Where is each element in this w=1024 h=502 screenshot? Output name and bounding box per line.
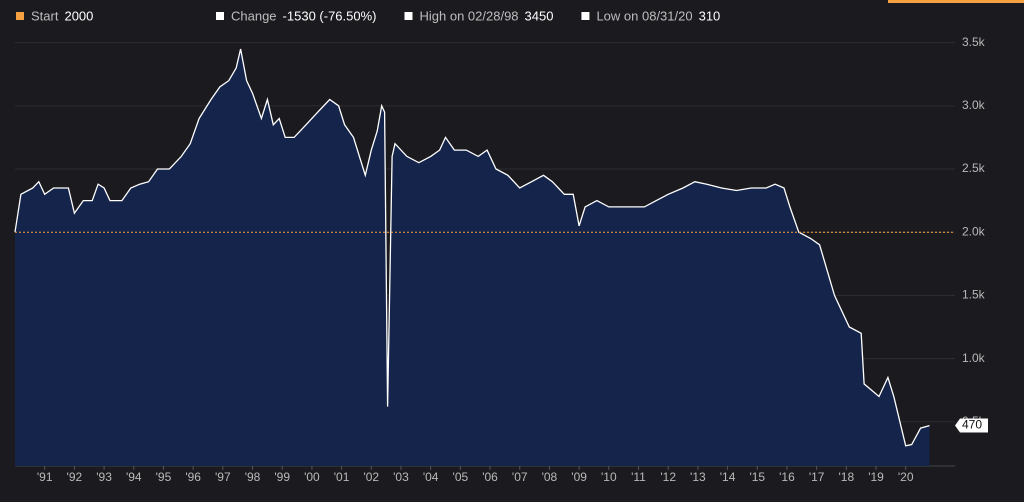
y-tick-label: 1.5k bbox=[962, 288, 986, 302]
x-tick-label: '11 bbox=[631, 470, 646, 484]
y-tick-label: 2.0k bbox=[962, 224, 986, 238]
y-tick-label: 3.0k bbox=[962, 98, 986, 112]
x-tick-label: '15 bbox=[749, 470, 765, 484]
tab-indicator bbox=[888, 0, 1024, 3]
x-tick-label: '09 bbox=[571, 470, 587, 484]
x-tick-label: '07 bbox=[512, 470, 528, 484]
legend-swatch bbox=[404, 12, 413, 20]
x-tick-label: '91 bbox=[37, 470, 53, 484]
x-tick-label: '93 bbox=[96, 470, 112, 484]
legend-swatch bbox=[216, 12, 224, 20]
x-tick-label: '97 bbox=[215, 470, 231, 484]
x-tick-label: '04 bbox=[423, 470, 439, 484]
legend-value: 310 bbox=[699, 8, 721, 23]
x-tick-label: '17 bbox=[809, 470, 825, 484]
area bbox=[15, 49, 930, 466]
legend-label: Start bbox=[31, 8, 59, 23]
x-tick-label: '20 bbox=[898, 470, 914, 484]
x-tick-label: '02 bbox=[363, 470, 379, 484]
x-tick-label: '00 bbox=[304, 470, 320, 484]
legend-value: -1530 (-76.50%) bbox=[283, 8, 377, 23]
y-tick-label: 2.5k bbox=[962, 161, 986, 175]
x-tick-label: '12 bbox=[660, 470, 676, 484]
last-value-label: 470 bbox=[962, 418, 982, 432]
legend-label: Change bbox=[231, 8, 277, 23]
y-tick-label: 1.0k bbox=[962, 351, 986, 365]
legend-label: Low on 08/31/20 bbox=[596, 8, 692, 23]
x-tick-label: '99 bbox=[274, 470, 290, 484]
x-tick-label: '92 bbox=[67, 470, 83, 484]
x-tick-label: '05 bbox=[453, 470, 469, 484]
x-tick-label: '10 bbox=[601, 470, 617, 484]
x-tick-label: '94 bbox=[126, 470, 142, 484]
x-tick-label: '14 bbox=[720, 470, 736, 484]
last-value-box bbox=[955, 418, 988, 433]
x-tick-label: '13 bbox=[690, 470, 706, 484]
plot-area: 0.5k1.0k1.5k2.0k2.5k3.0k3.5k'91'92'93'94… bbox=[14, 35, 988, 484]
legend-swatch bbox=[581, 12, 590, 20]
x-tick-label: '95 bbox=[156, 470, 172, 484]
y-tick-label: 3.5k bbox=[962, 35, 986, 49]
x-tick-label: '96 bbox=[185, 470, 201, 484]
x-tick-label: '03 bbox=[393, 470, 409, 484]
x-tick-label: '19 bbox=[868, 470, 884, 484]
legend: Start 2000 Change -1530 (-76.50%) High on 02… bbox=[16, 8, 720, 23]
x-tick-label: '08 bbox=[542, 470, 558, 484]
line bbox=[14, 48, 930, 447]
legend-value: 2000 bbox=[64, 8, 93, 23]
legend-label: High on 02/28/98 bbox=[420, 8, 519, 23]
x-tick-label: '01 bbox=[334, 470, 350, 484]
legend-value: 3450 bbox=[525, 8, 554, 23]
x-tick-label: '06 bbox=[482, 470, 498, 484]
legend-swatch bbox=[16, 12, 24, 20]
x-tick-label: '98 bbox=[245, 470, 261, 484]
x-tick-label: '16 bbox=[779, 470, 795, 484]
x-tick-label: '18 bbox=[839, 470, 855, 484]
